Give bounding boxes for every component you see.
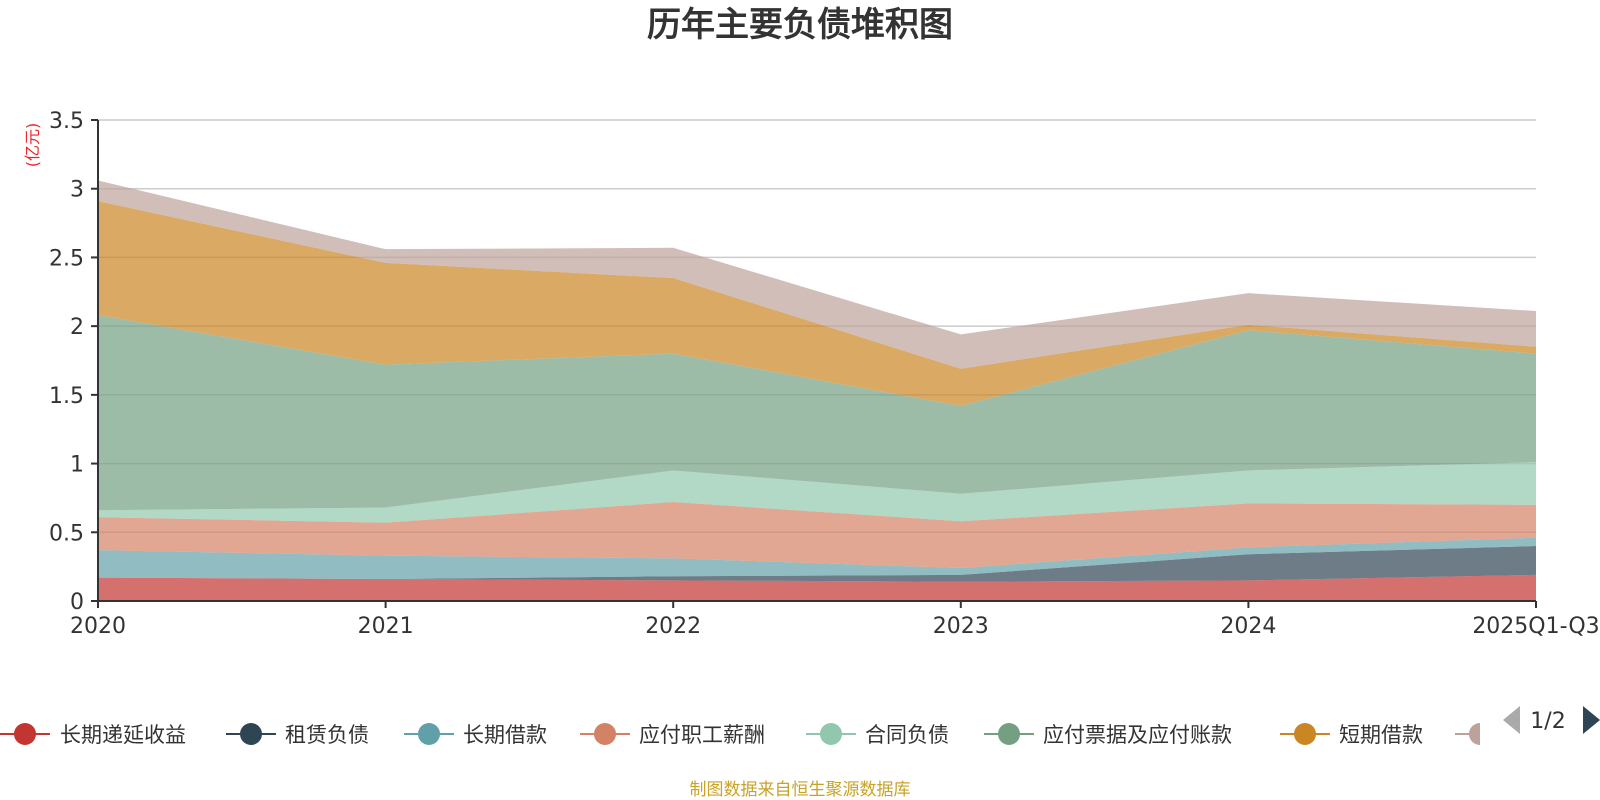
legend-label: 应付职工薪酬: [639, 723, 765, 747]
y-tick-label: 2.5: [49, 246, 84, 271]
legend-item[interactable]: 应付票据及应付账款: [984, 723, 1232, 747]
legend-marker-icon: [998, 723, 1020, 745]
x-tick-label: 2020: [70, 614, 126, 639]
legend-marker-icon: [594, 723, 616, 745]
y-tick-label: 3: [70, 178, 84, 203]
legend-label: 合同负债: [865, 723, 949, 747]
chart-title: 历年主要负债堆积图: [647, 5, 953, 45]
legend-item[interactable]: 合同负债: [806, 723, 949, 747]
area-3[interactable]: [98, 537, 1536, 580]
legend-item-partial[interactable]: [1455, 723, 1505, 745]
y-tick-label: 0: [70, 590, 84, 615]
legend-marker-icon: [820, 723, 842, 745]
y-axis-unit: (亿元): [23, 123, 42, 168]
legend-item[interactable]: 长期借款: [404, 723, 547, 747]
x-tick-label: 2023: [933, 614, 989, 639]
legend-marker-icon: [1469, 723, 1480, 745]
area-8[interactable]: [98, 180, 1536, 369]
x-tick-label: 2021: [358, 614, 414, 639]
x-tick-label: 2022: [645, 614, 701, 639]
legend-item[interactable]: 租赁负债: [226, 723, 369, 747]
legend-label: 租赁负债: [285, 723, 369, 747]
y-tick-label: 2: [70, 315, 84, 340]
data-source-note: 制图数据来自恒生聚源数据库: [690, 780, 911, 800]
legend-page-indicator: 1/2: [1530, 709, 1565, 734]
legend: 长期递延收益 租赁负债 长期借款 应付职工薪酬 合同负债 应付票据及应付账款 短期借款: [0, 723, 1505, 747]
axes: [91, 119, 1537, 608]
area-7[interactable]: [98, 201, 1536, 406]
legend-label: 长期递延收益: [60, 723, 186, 747]
y-tick-label: 3.5: [49, 109, 84, 134]
legend-item[interactable]: 应付职工薪酬: [580, 723, 765, 747]
y-tick-label: 1: [70, 453, 84, 478]
area-1[interactable]: [98, 574, 1536, 601]
area-series: [98, 180, 1536, 601]
y-tick-label: 0.5: [49, 521, 84, 546]
legend-marker-icon: [14, 723, 36, 745]
legend-label: 短期借款: [1339, 723, 1423, 747]
legend-prev-page-icon[interactable]: [1503, 706, 1520, 734]
legend-marker-icon: [1294, 723, 1316, 745]
legend-item[interactable]: 长期递延收益: [0, 723, 186, 747]
y-tick-label: 1.5: [49, 384, 84, 409]
x-tick-label: 2025Q1-Q3: [1472, 614, 1599, 639]
legend-pager: 1/2: [1503, 706, 1600, 734]
legend-item[interactable]: 短期借款: [1280, 723, 1423, 747]
x-axis-labels: 2020 2021 2022 2023 2024 2025Q1-Q3: [70, 614, 1600, 639]
y-axis-labels: 0 0.5 1 1.5 2 2.5 3 3.5: [49, 109, 84, 615]
legend-marker-icon: [418, 723, 440, 745]
legend-next-page-icon[interactable]: [1583, 706, 1600, 734]
area-5[interactable]: [98, 462, 1536, 523]
area-6[interactable]: [98, 315, 1536, 511]
area-4[interactable]: [98, 502, 1536, 569]
legend-label: 长期借款: [463, 723, 547, 747]
legend-label: 应付票据及应付账款: [1043, 723, 1232, 747]
area-2[interactable]: [98, 546, 1536, 582]
x-tick-label: 2024: [1220, 614, 1276, 639]
legend-marker-icon: [240, 723, 262, 745]
